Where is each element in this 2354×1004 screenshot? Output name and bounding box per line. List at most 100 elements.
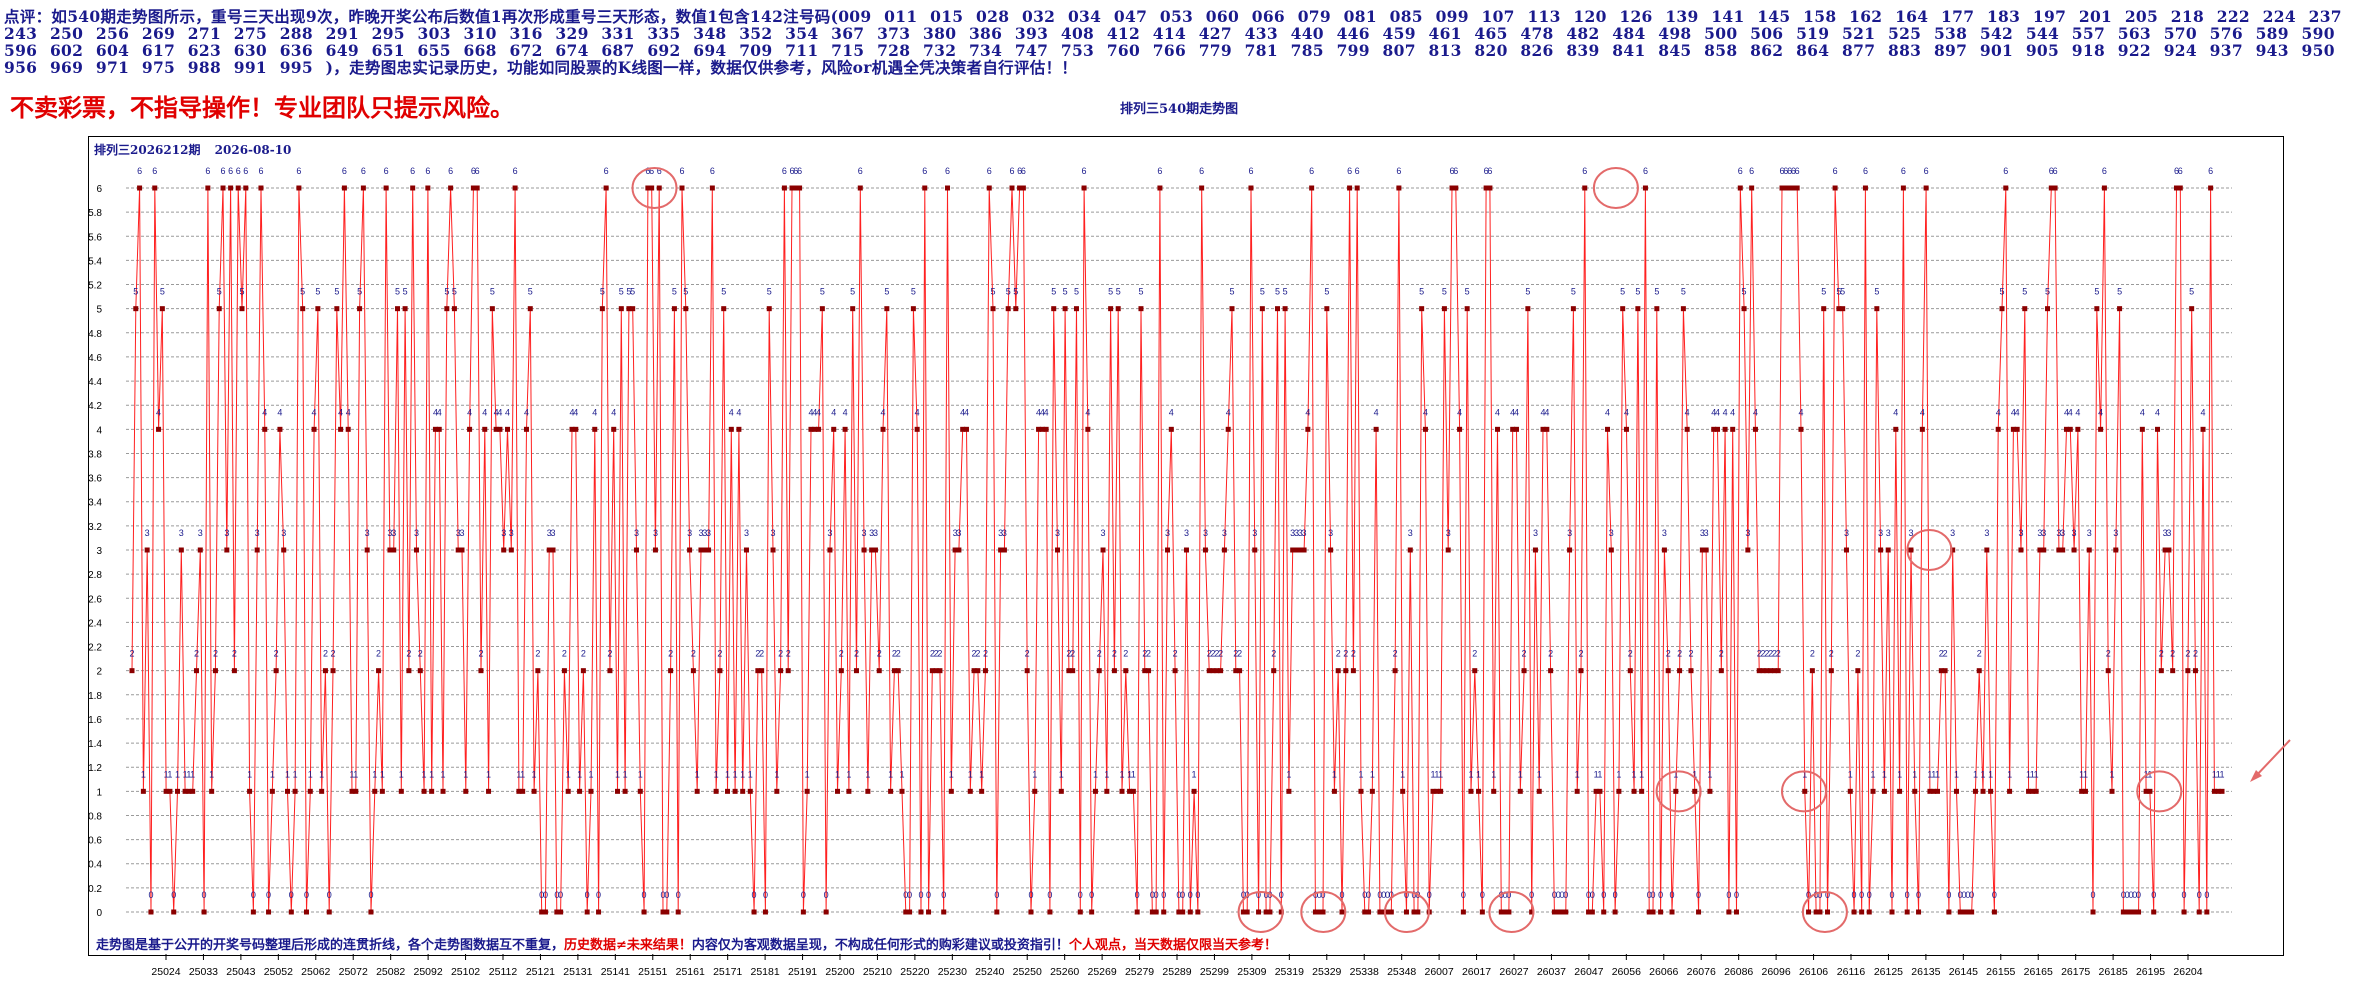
data-label: 1 [1438,769,1443,779]
data-point [527,306,533,312]
data-point [781,185,787,191]
data-label: 3 [281,528,286,538]
data-point [1661,547,1667,553]
data-point [1699,547,1705,553]
data-point [1411,909,1417,915]
data-label: 2 [1677,649,1682,659]
data-point [523,426,529,432]
data-point [1855,668,1861,674]
x-tick-label: 26076 [1687,966,1716,978]
data-point [895,668,901,674]
data-label: 0 [1078,890,1083,900]
data-label: 0 [1176,890,1181,900]
data-label: 3 [1533,528,1538,538]
y-tick-label: 3.4 [88,498,102,509]
data-label: 4 [843,407,848,417]
data-label: 2 [213,649,218,659]
data-label: 5 [315,287,320,297]
data-label: 0 [1559,890,1564,900]
data-point [1312,909,1318,915]
annotation-arrow [2253,739,2291,779]
data-label: 4 [262,407,267,417]
data-point [584,909,590,915]
data-point [300,306,306,312]
data-point [626,306,632,312]
data-point [273,668,279,674]
arrow-head [2250,770,2262,782]
data-point [307,788,313,794]
data-label: 2 [1764,649,1769,659]
data-label: 3 [365,528,370,538]
data-point [1187,909,1193,915]
data-point [1627,668,1633,674]
data-label: 6 [1355,166,1360,176]
data-point [1783,185,1789,191]
data-point [740,788,746,794]
data-label: 5 [721,287,726,297]
data-label: 1 [1597,769,1602,779]
data-label: 1 [1400,769,1405,779]
data-point [1290,547,1296,553]
data-label: 2 [668,649,673,659]
data-point [1028,909,1034,915]
data-label: 0 [1412,890,1417,900]
data-point [1646,909,1652,915]
data-point [1256,909,1262,915]
data-label: 3 [698,528,703,538]
data-label: 1 [1639,769,1644,779]
data-point [573,426,579,432]
data-point [1650,909,1656,915]
data-point [1248,185,1254,191]
data-label: 4 [1541,407,1546,417]
data-label: 3 [2166,528,2171,538]
data-label: 3 [459,528,464,538]
data-point [1825,909,1831,915]
data-point [1961,909,1967,915]
data-point [2029,788,2035,794]
data-label: 5 [630,287,635,297]
data-point [580,668,586,674]
data-label: 5 [820,287,825,297]
data-point [1468,788,1474,794]
x-tick-label: 25024 [151,966,180,978]
data-point [285,788,291,794]
data-label: 2 [892,649,897,659]
data-point [2094,306,2100,312]
data-label: 5 [1635,287,1640,297]
data-point [1654,306,1660,312]
x-tick-label: 26125 [1874,966,1903,978]
data-label: 3 [771,528,776,538]
data-point [2200,426,2206,432]
data-point [751,909,757,915]
data-label: 2 [1214,649,1219,659]
data-point [421,788,427,794]
data-label: 5 [2022,287,2027,297]
data-label: 1 [1358,769,1363,779]
data-label: 2 [1772,649,1777,659]
data-point [979,788,985,794]
data-label: 0 [2132,890,2137,900]
data-point [1897,788,1903,794]
data-point [1688,668,1694,674]
data-label: 5 [1840,287,1845,297]
x-tick-label: 25279 [1125,966,1154,978]
data-label: 6 [384,166,389,176]
data-label: 1 [1931,769,1936,779]
data-label: 4 [312,407,317,417]
data-point [1874,306,1880,312]
data-point [444,306,450,312]
x-tick-label: 25033 [189,966,218,978]
data-point [1149,909,1155,915]
data-point [1271,668,1277,674]
data-label: 0 [1806,890,1811,900]
data-label: 6 [2003,166,2008,176]
data-label: 0 [1279,890,1284,900]
data-point [1532,547,1538,553]
data-label: 3 [1165,528,1170,538]
x-tick-label: 26007 [1425,966,1454,978]
data-label: 4 [1514,407,1519,417]
data-point [615,788,621,794]
data-point [664,909,670,915]
data-label: 0 [558,890,563,900]
data-point [288,909,294,915]
